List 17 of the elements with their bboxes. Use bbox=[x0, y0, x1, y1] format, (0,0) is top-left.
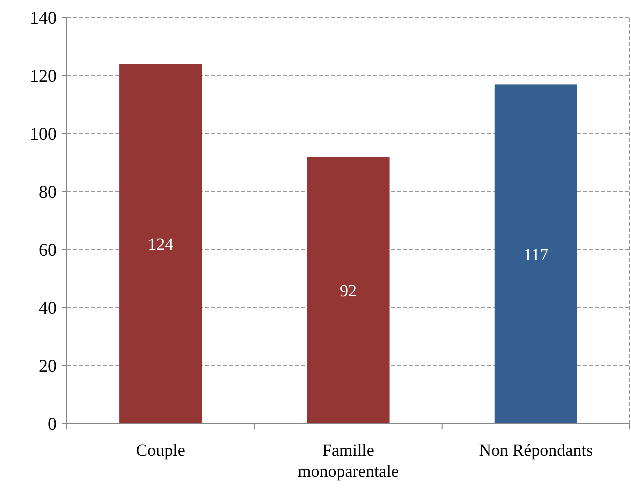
bar bbox=[494, 84, 578, 424]
y-tick-label: 40 bbox=[39, 298, 57, 318]
data-label: 124 bbox=[148, 235, 174, 254]
x-tick-label: Non Répondants bbox=[479, 441, 594, 460]
data-label: 92 bbox=[340, 282, 357, 301]
y-tick-label: 20 bbox=[39, 356, 57, 376]
y-tick-label: 0 bbox=[48, 414, 57, 434]
y-tick-label: 120 bbox=[30, 66, 57, 86]
y-tick-label: 60 bbox=[39, 240, 57, 260]
y-tick-label: 140 bbox=[30, 8, 57, 28]
x-tick-label: Couple bbox=[136, 441, 186, 460]
x-tick-label: Famille monoparentale bbox=[298, 441, 400, 481]
bar bbox=[307, 157, 390, 424]
y-tick-label: 80 bbox=[39, 182, 57, 202]
y-tick-label: 100 bbox=[30, 124, 57, 144]
data-label: 117 bbox=[524, 245, 550, 264]
bar bbox=[120, 64, 202, 424]
